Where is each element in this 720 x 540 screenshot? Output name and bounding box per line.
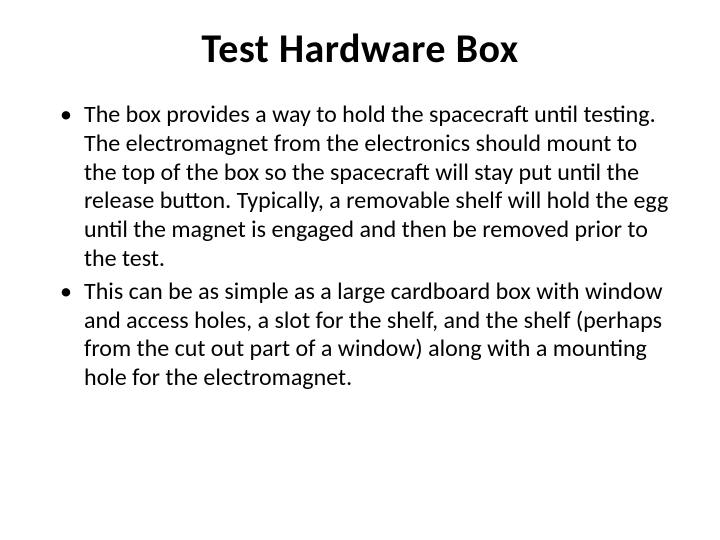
bullet-item: The box provides a way to hold the space… <box>84 101 672 274</box>
bullet-item: This can be as simple as a large cardboa… <box>84 278 672 393</box>
slide-title: Test Hardware Box <box>48 24 672 73</box>
slide: Test Hardware Box The box provides a way… <box>0 0 720 540</box>
bullet-list: The box provides a way to hold the space… <box>48 101 672 393</box>
